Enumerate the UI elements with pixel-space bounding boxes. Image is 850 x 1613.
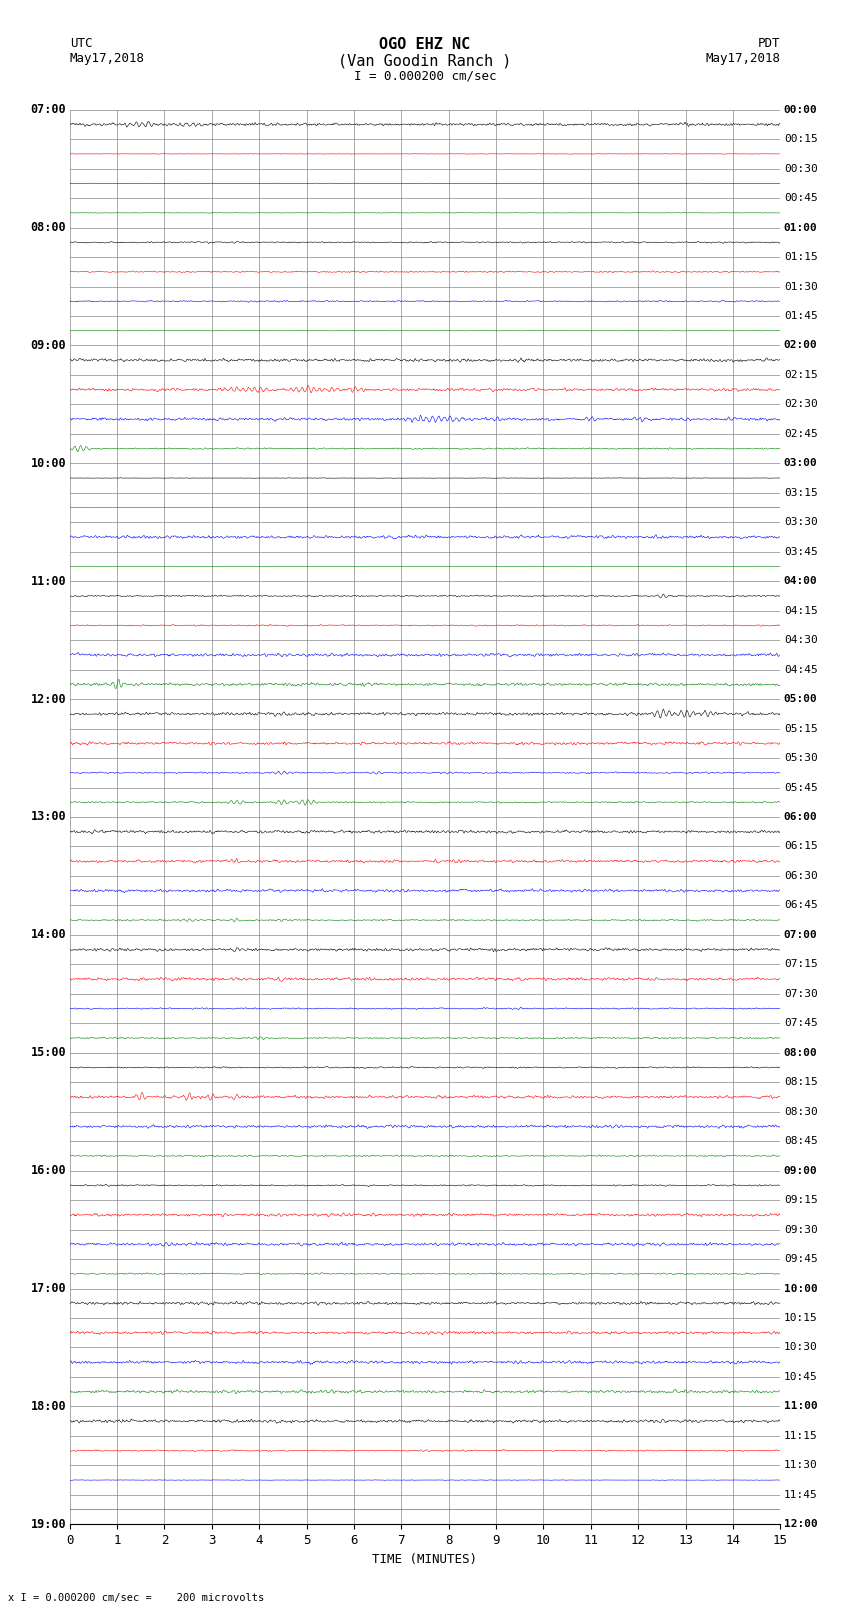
Text: OGO EHZ NC: OGO EHZ NC <box>379 37 471 52</box>
Text: 08:00: 08:00 <box>31 221 66 234</box>
Text: 13:00: 13:00 <box>31 810 66 824</box>
Text: 10:00: 10:00 <box>31 456 66 469</box>
Text: 04:30: 04:30 <box>784 636 818 645</box>
Text: 10:30: 10:30 <box>784 1342 818 1352</box>
Text: 00:30: 00:30 <box>784 163 818 174</box>
Text: 15:00: 15:00 <box>31 1047 66 1060</box>
Text: 11:00: 11:00 <box>31 574 66 587</box>
Text: 03:45: 03:45 <box>784 547 818 556</box>
Text: 01:15: 01:15 <box>784 252 818 261</box>
Text: 18:00: 18:00 <box>31 1400 66 1413</box>
Text: 11:00: 11:00 <box>784 1402 818 1411</box>
Text: 07:30: 07:30 <box>784 989 818 998</box>
X-axis label: TIME (MINUTES): TIME (MINUTES) <box>372 1553 478 1566</box>
Text: 07:15: 07:15 <box>784 960 818 969</box>
Text: PDT: PDT <box>758 37 780 50</box>
Text: 07:00: 07:00 <box>784 929 818 940</box>
Text: 04:15: 04:15 <box>784 606 818 616</box>
Text: 11:30: 11:30 <box>784 1460 818 1471</box>
Text: 02:30: 02:30 <box>784 400 818 410</box>
Text: 02:45: 02:45 <box>784 429 818 439</box>
Text: 06:15: 06:15 <box>784 842 818 852</box>
Text: 05:45: 05:45 <box>784 782 818 792</box>
Text: 09:00: 09:00 <box>784 1166 818 1176</box>
Text: May17,2018: May17,2018 <box>706 52 780 65</box>
Text: 05:30: 05:30 <box>784 753 818 763</box>
Text: 01:45: 01:45 <box>784 311 818 321</box>
Text: 02:00: 02:00 <box>784 340 818 350</box>
Text: 08:15: 08:15 <box>784 1077 818 1087</box>
Text: 06:30: 06:30 <box>784 871 818 881</box>
Text: 10:45: 10:45 <box>784 1373 818 1382</box>
Text: 03:30: 03:30 <box>784 518 818 527</box>
Text: 09:45: 09:45 <box>784 1253 818 1265</box>
Text: 11:45: 11:45 <box>784 1490 818 1500</box>
Text: 08:30: 08:30 <box>784 1107 818 1116</box>
Text: 03:15: 03:15 <box>784 487 818 498</box>
Text: 12:00: 12:00 <box>784 1519 818 1529</box>
Text: 00:15: 00:15 <box>784 134 818 144</box>
Text: 02:15: 02:15 <box>784 369 818 381</box>
Text: 14:00: 14:00 <box>31 929 66 942</box>
Text: 00:45: 00:45 <box>784 194 818 203</box>
Text: 09:15: 09:15 <box>784 1195 818 1205</box>
Text: May17,2018: May17,2018 <box>70 52 144 65</box>
Text: 06:00: 06:00 <box>784 811 818 823</box>
Text: 08:00: 08:00 <box>784 1048 818 1058</box>
Text: x I = 0.000200 cm/sec =    200 microvolts: x I = 0.000200 cm/sec = 200 microvolts <box>8 1594 264 1603</box>
Text: 08:45: 08:45 <box>784 1136 818 1147</box>
Text: 04:45: 04:45 <box>784 665 818 674</box>
Text: 17:00: 17:00 <box>31 1282 66 1295</box>
Text: 09:30: 09:30 <box>784 1224 818 1234</box>
Text: I = 0.000200 cm/sec: I = 0.000200 cm/sec <box>354 69 496 82</box>
Text: 11:15: 11:15 <box>784 1431 818 1440</box>
Text: UTC: UTC <box>70 37 92 50</box>
Text: 10:00: 10:00 <box>784 1284 818 1294</box>
Text: 12:00: 12:00 <box>31 692 66 705</box>
Text: 07:00: 07:00 <box>31 103 66 116</box>
Text: 10:15: 10:15 <box>784 1313 818 1323</box>
Text: 05:00: 05:00 <box>784 694 818 705</box>
Text: 06:45: 06:45 <box>784 900 818 910</box>
Text: 04:00: 04:00 <box>784 576 818 586</box>
Text: 19:00: 19:00 <box>31 1518 66 1531</box>
Text: 16:00: 16:00 <box>31 1165 66 1177</box>
Text: 01:00: 01:00 <box>784 223 818 232</box>
Text: (Van Goodin Ranch ): (Van Goodin Ranch ) <box>338 53 512 68</box>
Text: 03:00: 03:00 <box>784 458 818 468</box>
Text: 05:15: 05:15 <box>784 724 818 734</box>
Text: 09:00: 09:00 <box>31 339 66 352</box>
Text: 07:45: 07:45 <box>784 1018 818 1027</box>
Text: 00:00: 00:00 <box>784 105 818 115</box>
Text: 01:30: 01:30 <box>784 282 818 292</box>
